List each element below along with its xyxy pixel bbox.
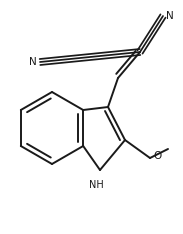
Text: N: N	[166, 11, 174, 21]
Text: NH: NH	[89, 180, 103, 190]
Text: N: N	[29, 57, 37, 67]
Text: O: O	[153, 151, 161, 161]
